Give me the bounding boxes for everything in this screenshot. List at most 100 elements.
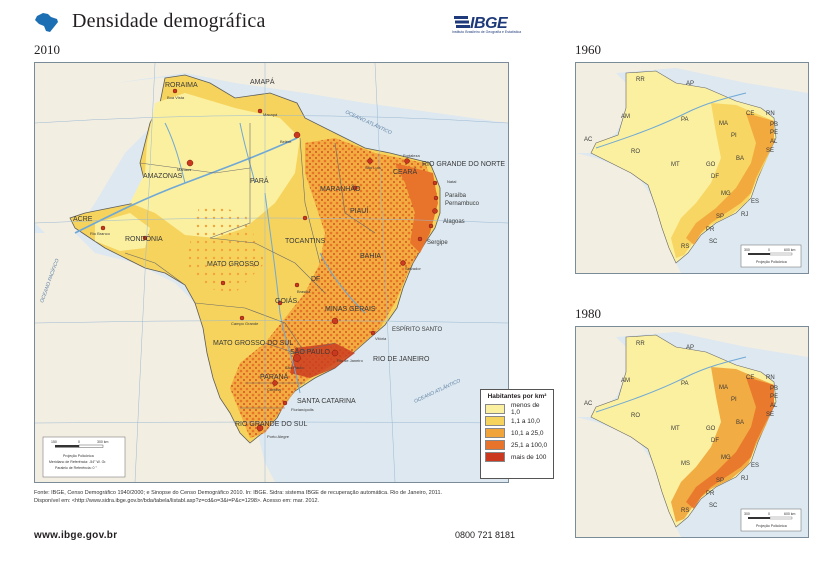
state-abbrev-label: AC xyxy=(584,401,593,407)
state-abbrev-label: ES xyxy=(751,463,759,469)
state-abbrev-label: DF xyxy=(711,174,719,180)
legend-swatch xyxy=(485,440,505,450)
city-label: São Luís xyxy=(365,165,381,170)
city-label: Salvador xyxy=(405,266,421,271)
state-abbrev-label: PA xyxy=(681,381,689,387)
legend-title: Habitantes por km² xyxy=(487,393,547,400)
scale-note: Meridiano de Referência: -54° W. Gr. xyxy=(49,460,106,464)
state-abbrev-label: CE xyxy=(746,111,754,117)
state-abbrev-label: PI xyxy=(731,133,737,139)
scale-tick: 0 xyxy=(78,440,80,444)
state-label: AMAZONAS xyxy=(143,173,183,180)
scale-tick: 300 xyxy=(744,512,750,516)
state-label: RONDÔNIA xyxy=(125,234,163,243)
main-density-map: RORAIMA AMAPÁ AMAZONAS PARÁ MARANHÃO CEA… xyxy=(34,62,509,483)
state-abbrev-label: AC xyxy=(584,137,593,143)
state-label: PARÁ xyxy=(250,176,269,185)
legend-label: 10,1 a 25,0 xyxy=(511,429,544,437)
state-abbrev-label: DF xyxy=(711,438,719,444)
density-legend: Habitantes por km² menos de 1,0 1,1 a 10… xyxy=(480,389,554,479)
density-map-1980: RR AP AM PA MA CE RN PB PE AL SE PI AC RO MT GO BA DF MG ES… xyxy=(575,326,809,538)
state-abbrev-label: PR xyxy=(706,491,715,497)
state-label: GOIÁS xyxy=(275,296,298,305)
state-abbrev-label: AP xyxy=(686,345,694,351)
state-label: PIAUÍ xyxy=(350,206,368,215)
state-label: RIO GRANDE DO NORTE xyxy=(422,161,505,168)
state-label: BAHIA xyxy=(360,253,381,260)
state-label: RIO DE JANEIRO xyxy=(373,356,430,363)
state-abbrev-label: RR xyxy=(636,341,645,347)
city-label: Natal xyxy=(447,179,456,184)
website-link[interactable]: www.ibge.gov.br xyxy=(34,530,118,541)
scale-tick: 300 km xyxy=(97,440,109,444)
scale-note: Projeção Policônica xyxy=(63,454,94,458)
map-1960-year: 1960 xyxy=(575,42,601,57)
state-abbrev-label: RN xyxy=(766,375,775,381)
city-label: Belém xyxy=(280,139,292,144)
state-label: MARANHÃO xyxy=(320,184,361,193)
legend-swatch xyxy=(485,452,505,462)
state-abbrev-label: PE xyxy=(770,130,778,136)
state-label: RORAIMA xyxy=(165,82,198,89)
map-1980-year: 1980 xyxy=(575,306,601,321)
state-abbrev-label: ES xyxy=(751,199,759,205)
city-label: Rio de Janeiro xyxy=(337,358,364,363)
state-labels: RORAIMA AMAPÁ AMAZONAS PARÁ MARANHÃO CEA… xyxy=(73,77,505,428)
city-label: Fortaleza xyxy=(403,153,420,158)
city-labels: Boa Vista Macapá Belém Manaus São Luís F… xyxy=(90,95,456,439)
city-label: Florianópolis xyxy=(291,407,314,412)
state-abbrev-labels: RR AP AM PA MA CE RN PB PE AL SE PI AC RO MT GO BA DF MG ES… xyxy=(584,341,778,514)
source-line: Disponível em: <http://www.sidra.ibge.go… xyxy=(34,498,320,504)
city-label: Campo Grande xyxy=(231,321,259,326)
state-abbrev-label: RN xyxy=(766,111,775,117)
state-abbrev-label: GO xyxy=(706,426,716,432)
main-map-year: 2010 xyxy=(34,42,60,57)
source-line: Fonte: IBGE, Censo Demográfico 1940/2000… xyxy=(34,490,443,496)
state-abbrev-label: SE xyxy=(766,148,774,154)
state-label: DF xyxy=(311,276,320,283)
projection-note: Projeção Policônica xyxy=(756,524,787,528)
state-abbrev-label: SC xyxy=(709,503,718,509)
state-abbrev-label: RJ xyxy=(741,476,748,482)
scale-tick: 150 xyxy=(51,440,57,444)
page-title: Densidade demográfica xyxy=(72,10,266,32)
state-abbrev-label: MG xyxy=(721,191,731,197)
state-abbrev-label: PA xyxy=(681,117,689,123)
state-label: MATO GROSSO xyxy=(207,261,260,268)
projection-note: Projeção Policônica xyxy=(756,260,787,264)
state-abbrev-label: AL xyxy=(770,139,778,145)
state-label: ESPÍRITO SANTO xyxy=(392,326,442,333)
state-label: ACRE xyxy=(73,216,93,223)
state-abbrev-label: MT xyxy=(671,426,680,432)
state-abbrev-label: PI xyxy=(731,397,737,403)
legend-item: mais de 100 xyxy=(485,451,549,463)
state-abbrev-label: RS xyxy=(681,244,689,250)
state-abbrev-label: BA xyxy=(736,420,744,426)
city-label: Vitória xyxy=(375,336,387,341)
legend-label: 1,1 a 10,0 xyxy=(511,417,540,425)
legend-item: 10,1 a 25,0 xyxy=(485,427,549,439)
city-label: Brasília xyxy=(297,289,311,294)
state-label: MATO GROSSO DO SUL xyxy=(213,340,293,347)
state-abbrev-label: MS xyxy=(681,461,690,467)
state-label: AMAPÁ xyxy=(250,77,275,86)
source-note: Fonte: IBGE, Censo Demográfico 1940/2000… xyxy=(34,489,514,505)
legend-item: 25,1 a 100,0 xyxy=(485,439,549,451)
state-label: RIO GRANDE DO SUL xyxy=(235,421,307,428)
state-abbrev-label: SP xyxy=(716,478,724,484)
state-abbrev-label: AP xyxy=(686,81,694,87)
state-abbrev-label: PB xyxy=(770,122,778,128)
state-abbrev-label: RO xyxy=(631,413,640,419)
state-abbrev-label: PB xyxy=(770,386,778,392)
state-abbrev-label: SP xyxy=(716,214,724,220)
state-abbrev-label: MG xyxy=(721,455,731,461)
legend-item: menos de 1,0 xyxy=(485,402,549,416)
scale-note: Paralelo de Referência: 0 ° xyxy=(55,466,97,470)
state-abbrev-label: BA xyxy=(736,156,744,162)
city-label: Porto Alegre xyxy=(267,434,290,439)
state-abbrev-label: PE xyxy=(770,394,778,400)
scale-tick: 0 xyxy=(768,512,770,516)
state-label: PARANÁ xyxy=(260,372,289,381)
state-label: SANTA CATARINA xyxy=(297,398,356,405)
brazil-map-icon xyxy=(35,13,58,32)
